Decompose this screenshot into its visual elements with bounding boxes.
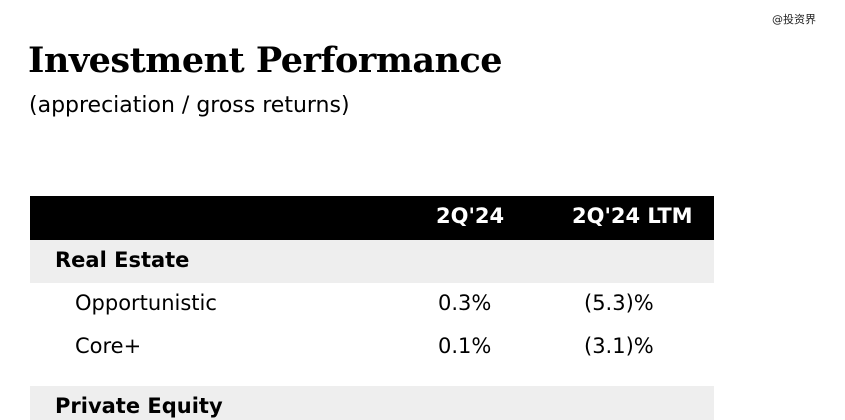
- section-label: Real Estate: [55, 248, 190, 272]
- watermark: @投资界: [772, 13, 816, 26]
- table-header: 2Q'24 2Q'24 LTM: [30, 196, 714, 240]
- ltm-value: (3.1)%: [584, 334, 654, 358]
- quarter-value: 0.3%: [438, 291, 492, 315]
- ltm-value: (5.3)%: [584, 291, 654, 315]
- table-row: Opportunistic 0.3% (5.3)%: [30, 283, 714, 326]
- page-subtitle: (appreciation / gross returns): [29, 93, 350, 118]
- page-title: Investment Performance: [28, 40, 503, 81]
- section-row-real-estate: Real Estate: [30, 240, 714, 283]
- row-label: Core+: [75, 334, 142, 358]
- quarter-value: 0.1%: [438, 334, 492, 358]
- row-label: Opportunistic: [75, 291, 217, 315]
- table-row: Core+ 0.1% (3.1)%: [30, 326, 714, 369]
- section-spacer: [30, 369, 714, 386]
- performance-table: 2Q'24 2Q'24 LTM Real Estate Opportunisti…: [30, 196, 714, 420]
- section-label: Private Equity: [55, 394, 223, 418]
- section-row-private-equity: Private Equity: [30, 386, 714, 420]
- column-header-ltm: 2Q'24 LTM: [572, 204, 693, 228]
- column-header-quarter: 2Q'24: [436, 204, 505, 228]
